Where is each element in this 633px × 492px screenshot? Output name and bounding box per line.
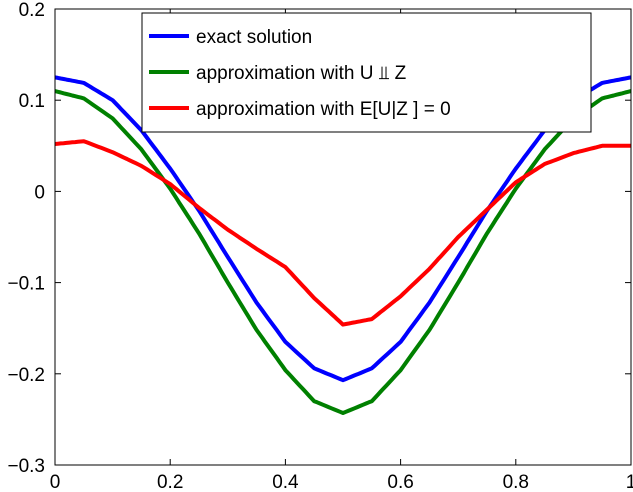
series-line-2 — [54, 89, 632, 415]
series-line-1 — [54, 75, 632, 383]
ticks-layer: 0 0.2 0.4 0.6 0.8 1 −0.3 −0.2 −0.1 0 0.1 0.2 — [7, 0, 633, 492]
legend: exact solution approximation with U ⫫ Z ap… — [141, 12, 592, 133]
x-tick-label: 0 — [50, 472, 61, 492]
legend-box — [141, 12, 592, 133]
series-layer — [54, 75, 632, 415]
y-tick-label: −0.2 — [7, 365, 45, 386]
plot-frame — [54, 8, 632, 466]
legend-label-1: exact solution — [196, 27, 312, 48]
x-tick-label: 0.2 — [157, 472, 183, 492]
x-tick-label: 1 — [626, 472, 633, 492]
x-tick-label: 0.6 — [387, 472, 413, 492]
x-tick-label: 0.4 — [272, 472, 299, 492]
legend-label-3: approximation with E[U|Z ] = 0 — [196, 99, 451, 120]
legend-label-2: approximation with U ⫫ Z — [196, 63, 407, 84]
x-tick-label: 0.8 — [503, 472, 529, 492]
series-line-3 — [54, 139, 631, 327]
y-tick-label: 0.2 — [19, 0, 45, 21]
y-tick-label: 0.1 — [19, 91, 45, 112]
y-tick-label: 0 — [34, 182, 45, 203]
y-tick-label: −0.1 — [7, 274, 45, 295]
y-tick-label: −0.3 — [7, 456, 45, 477]
